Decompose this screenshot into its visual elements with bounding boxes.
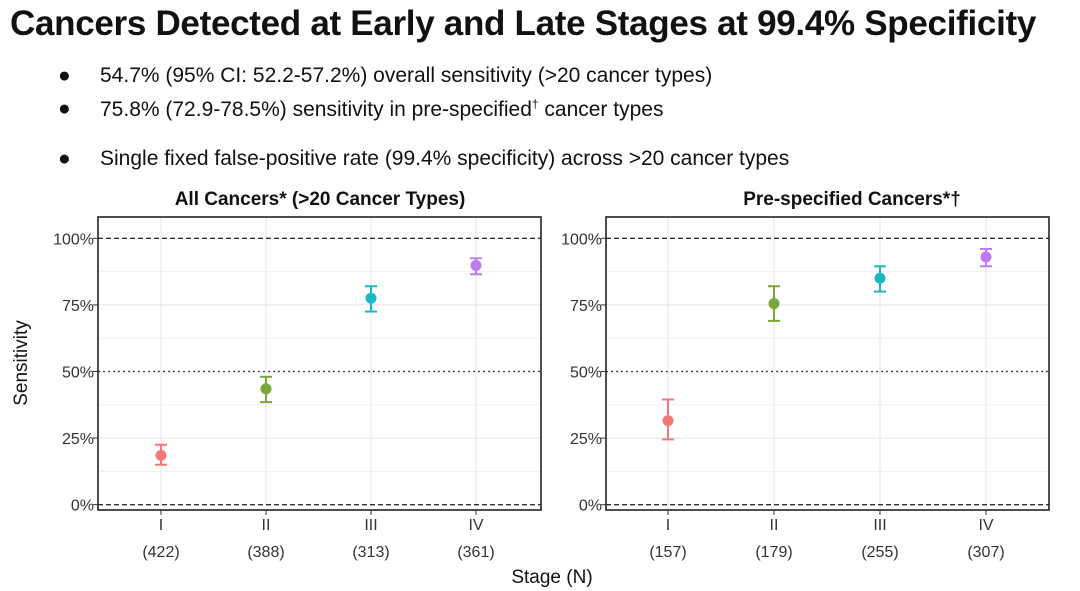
x-count-label: (388) (247, 544, 284, 561)
y-tick-label: 50% (62, 364, 94, 381)
y-tick-label: 75% (62, 298, 94, 315)
y-tick-label: 25% (570, 431, 602, 448)
x-tick-label: III (873, 517, 886, 534)
panel-border (97, 216, 542, 511)
y-axis-label: Sensitivity (11, 320, 32, 406)
x-count-label: (157) (649, 544, 686, 561)
data-point (874, 272, 886, 284)
x-tick-label: I (666, 517, 670, 534)
bullet-dot-icon: ● (58, 97, 71, 120)
y-tick-label: 25% (62, 431, 94, 448)
bullet-dot-icon: ● (58, 147, 71, 170)
bullet-text: 54.7% (95% CI: 52.2-57.2%) overall sensi… (100, 64, 713, 87)
bullet-list: ● 54.7% (95% CI: 52.2-57.2%) overall sen… (0, 0, 1080, 180)
y-tick-label: 0% (579, 498, 602, 515)
data-point (768, 298, 780, 310)
data-point (365, 292, 377, 304)
bullet-text: Single fixed false-positive rate (99.4% … (100, 147, 790, 170)
x-count-label: (255) (861, 544, 898, 561)
data-point (980, 251, 992, 263)
panel-title: Pre-specified Cancers*† (743, 189, 961, 210)
x-tick-label: I (159, 517, 163, 534)
panel-border (605, 216, 1050, 511)
x-tick-label: II (770, 517, 779, 534)
x-axis-label: Stage (N) (511, 567, 592, 588)
x-tick-label: III (364, 517, 377, 534)
x-count-label: (179) (755, 544, 792, 561)
x-count-label: (361) (457, 544, 494, 561)
dagger-superscript: † (531, 97, 539, 111)
y-tick-label: 75% (570, 298, 602, 315)
data-point (470, 259, 482, 271)
y-tick-label: 100% (53, 231, 94, 248)
data-point (662, 415, 674, 427)
x-count-label: (422) (142, 544, 179, 561)
panel-title: All Cancers* (>20 Cancer Types) (175, 189, 466, 210)
data-point (155, 449, 167, 461)
x-tick-label: IV (468, 517, 483, 534)
page-title: Cancers Detected at Early and Late Stage… (10, 4, 1037, 43)
y-tick-label: 0% (71, 498, 94, 515)
bullet-text-tail: cancer types (538, 98, 664, 121)
bullet-text-main: 75.8% (72.9-78.5%) sensitivity in pre-sp… (100, 98, 532, 121)
y-tick-label: 50% (570, 364, 602, 381)
x-count-label: (313) (352, 544, 389, 561)
bullet-dot-icon: ● (58, 64, 71, 87)
y-tick-label: 100% (561, 231, 602, 248)
x-count-label: (307) (967, 544, 1004, 561)
bullet-text: 75.8% (72.9-78.5%) sensitivity in pre-sp… (100, 97, 663, 122)
x-tick-label: II (262, 517, 271, 534)
x-tick-label: IV (978, 517, 993, 534)
data-point (260, 383, 272, 395)
